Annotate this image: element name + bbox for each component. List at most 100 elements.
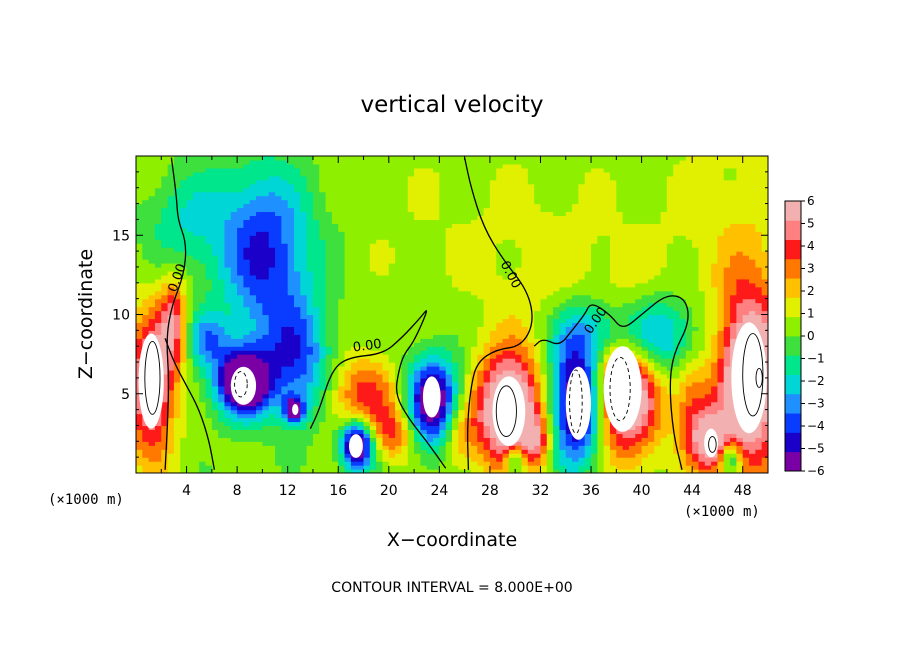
field-cell [319, 461, 327, 466]
field-cell [142, 215, 150, 220]
field-cell [275, 362, 282, 367]
field-cell [205, 239, 213, 244]
field-cell [319, 163, 327, 169]
field-cell [205, 278, 213, 284]
field-cell [452, 310, 459, 316]
field-cell [205, 282, 213, 288]
field-cell [338, 469, 346, 473]
field-cell [306, 278, 314, 284]
field-cell [268, 373, 276, 379]
field-cell [306, 334, 314, 339]
field-cell [477, 369, 485, 375]
field-cell [331, 334, 339, 339]
field-cell [287, 243, 295, 248]
field-cell [388, 389, 396, 395]
field-cell [331, 223, 339, 228]
field-cell [357, 274, 365, 280]
field-cell [452, 413, 459, 419]
field-cell [483, 251, 491, 256]
field-cell [312, 354, 320, 359]
field-cell [483, 413, 491, 419]
field-cell [224, 187, 232, 193]
field-cell [376, 219, 384, 224]
field-cell [136, 159, 143, 165]
field-cell [262, 219, 270, 224]
field-cell [205, 215, 213, 220]
field-cell [243, 183, 251, 189]
field-cell [262, 286, 270, 292]
field-cell [173, 191, 181, 197]
field-cell [243, 231, 251, 236]
field-cell [464, 377, 472, 383]
field-cell [464, 203, 472, 209]
field-cell [331, 278, 339, 284]
field-cell [357, 461, 365, 466]
field-cell [407, 183, 415, 189]
field-cell [407, 223, 415, 228]
field-cell [173, 334, 181, 339]
field-cell [426, 350, 434, 355]
field-cell [445, 207, 453, 213]
field-cell [180, 195, 188, 201]
field-cell [470, 334, 478, 339]
field-cell [256, 306, 263, 312]
field-cell [281, 457, 289, 462]
field-cell [268, 243, 276, 248]
field-cell [294, 425, 301, 431]
field-cell [199, 366, 207, 371]
field-cell [395, 389, 403, 395]
field-cell [205, 433, 213, 438]
field-cell [256, 457, 263, 462]
field-cell [275, 223, 282, 228]
field-cell [148, 247, 156, 252]
field-cell [464, 314, 472, 320]
field-cell [154, 445, 162, 450]
field-cell [382, 259, 390, 264]
field-cell [477, 290, 485, 296]
field-cell [433, 417, 440, 423]
field-cell [199, 219, 207, 224]
field-cell [369, 255, 377, 260]
field-cell [414, 405, 421, 411]
field-cell [426, 251, 434, 256]
field-cell [161, 282, 169, 288]
field-cell [363, 397, 371, 403]
field-cell [521, 453, 529, 458]
field-cell [312, 171, 320, 177]
field-cell [388, 366, 396, 371]
field-cell [496, 354, 504, 359]
field-cell [338, 187, 346, 193]
field-cell [224, 362, 232, 367]
field-cell [319, 330, 327, 335]
field-cell [180, 203, 188, 209]
field-cell [325, 429, 333, 434]
field-cell [508, 366, 516, 371]
field-cell [136, 445, 143, 450]
field-cell [376, 334, 384, 339]
field-cell [211, 282, 219, 288]
field-cell [363, 266, 371, 272]
field-cell [281, 278, 289, 284]
field-cell [363, 358, 371, 363]
field-cell [502, 223, 510, 228]
field-cell [477, 159, 485, 165]
field-cell [439, 203, 447, 209]
field-cell [426, 302, 434, 308]
field-cell [489, 255, 497, 260]
field-cell [489, 179, 497, 185]
field-cell [489, 191, 497, 197]
field-cell [173, 437, 181, 442]
field-cell [401, 449, 409, 454]
field-cell [243, 247, 251, 252]
field-cell [281, 223, 289, 228]
field-cell [294, 437, 301, 442]
field-cell [420, 326, 428, 331]
field-cell [136, 457, 143, 462]
field-cell [414, 373, 421, 379]
field-cell [483, 389, 491, 395]
field-cell [230, 302, 238, 308]
field-cell [243, 266, 251, 272]
field-cell [401, 421, 409, 427]
field-cell [161, 358, 169, 363]
field-cell [192, 262, 200, 268]
